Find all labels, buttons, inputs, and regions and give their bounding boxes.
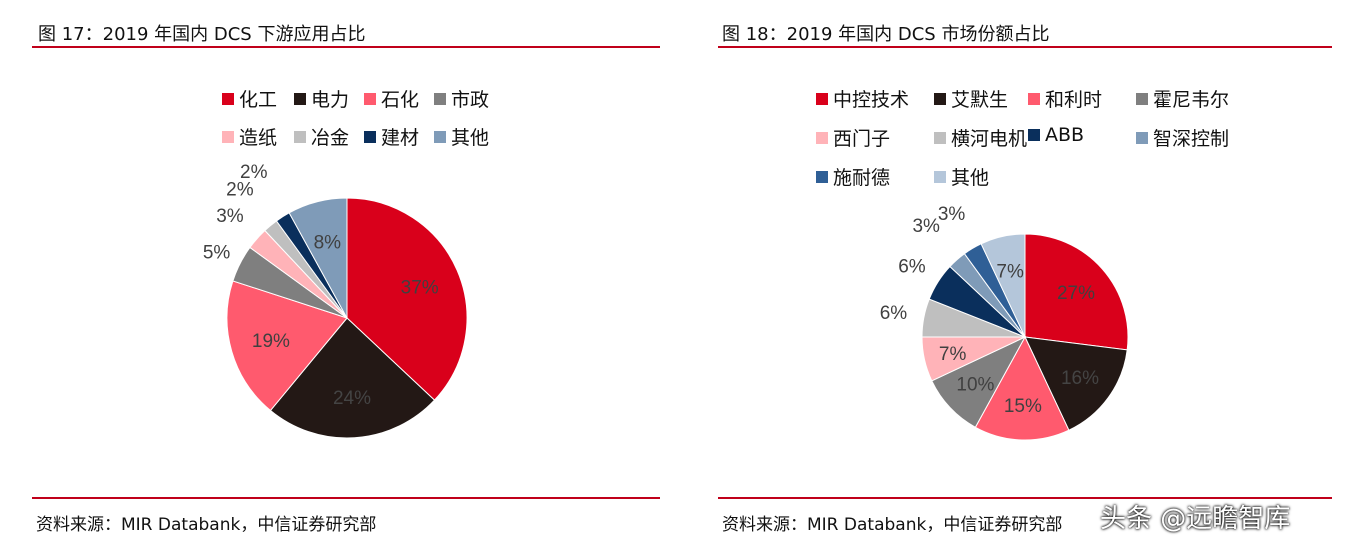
legend-label: 石化 bbox=[381, 89, 420, 111]
data-label: 3% bbox=[912, 216, 940, 237]
data-label: 16% bbox=[1061, 368, 1099, 389]
legend-item: ABB bbox=[1028, 124, 1084, 146]
pie-slice-其他 bbox=[288, 197, 348, 319]
data-label: 6% bbox=[880, 303, 908, 324]
legend-item: 市政 bbox=[434, 85, 489, 112]
legend-swatch bbox=[222, 92, 234, 105]
legend-swatch bbox=[1136, 92, 1148, 105]
data-label: 7% bbox=[939, 344, 967, 365]
data-label: 10% bbox=[956, 375, 994, 396]
data-label: 19% bbox=[252, 331, 290, 352]
legend-item: 和利时 bbox=[1028, 85, 1102, 112]
legend-swatch bbox=[816, 92, 828, 105]
legend-label: 霍尼韦尔 bbox=[1153, 89, 1230, 111]
pie-slice-电力 bbox=[269, 317, 436, 439]
legend-label: 冶金 bbox=[311, 127, 350, 149]
source-rule bbox=[32, 497, 660, 499]
legend-swatch bbox=[294, 92, 306, 105]
data-label: 15% bbox=[1004, 396, 1042, 417]
legend-swatch bbox=[1028, 129, 1040, 141]
legend-label: 其他 bbox=[451, 127, 490, 149]
pie-slice-艾默生 bbox=[1024, 336, 1128, 431]
legend-label: 横河电机 bbox=[951, 128, 1028, 150]
legend-swatch bbox=[1028, 92, 1040, 105]
watermark: 头条 @远瞻智库 bbox=[1100, 504, 1291, 534]
data-label: 2% bbox=[240, 162, 268, 183]
pie-slice-中控技术 bbox=[1024, 233, 1129, 351]
chart-panel-right: 图 18：2019 年国内 DCS 市场份额占比 中控技术 艾默生 和利时 霍尼韦尔西… bbox=[718, 0, 1332, 548]
legend-label: 艾默生 bbox=[951, 89, 1009, 111]
data-label: 5% bbox=[203, 243, 231, 264]
legend-item: 横河电机 bbox=[934, 124, 1027, 151]
legend-label: 电力 bbox=[311, 89, 350, 111]
legend-swatch bbox=[934, 170, 946, 183]
data-label: 37% bbox=[401, 278, 439, 299]
legend-swatch bbox=[816, 131, 828, 144]
legend-item: 施耐德 bbox=[816, 163, 890, 190]
legend-item: 造纸 bbox=[222, 123, 277, 150]
legend-item: 中控技术 bbox=[816, 85, 909, 112]
legend-item: 艾默生 bbox=[934, 85, 1008, 112]
legend-swatch bbox=[434, 92, 446, 105]
data-label: 3% bbox=[938, 204, 966, 225]
legend-label: 造纸 bbox=[239, 127, 278, 149]
chart-title: 图 17：2019 年国内 DCS 下游应用占比 bbox=[38, 24, 366, 45]
legend-item: 化工 bbox=[222, 85, 277, 112]
data-label: 6% bbox=[898, 256, 926, 277]
legend-swatch bbox=[816, 170, 828, 183]
legend-label: 和利时 bbox=[1045, 89, 1103, 111]
chart-title: 图 18：2019 年国内 DCS 市场份额占比 bbox=[722, 24, 1050, 45]
legend-item: 霍尼韦尔 bbox=[1136, 85, 1229, 112]
legend-label: 化工 bbox=[239, 89, 278, 111]
legend-swatch bbox=[934, 131, 946, 144]
data-label: 27% bbox=[1057, 283, 1095, 304]
legend-label: 施耐德 bbox=[833, 167, 891, 189]
legend-swatch bbox=[434, 130, 446, 143]
source-rule bbox=[718, 497, 1332, 499]
legend-item: 智深控制 bbox=[1136, 124, 1229, 151]
legend-swatch bbox=[934, 92, 946, 105]
legend-swatch bbox=[1136, 131, 1148, 144]
legend-swatch bbox=[364, 92, 376, 105]
data-label: 7% bbox=[996, 262, 1024, 283]
legend-item: 冶金 bbox=[294, 123, 349, 150]
chart-panel-left: 图 17：2019 年国内 DCS 下游应用占比 化工 电力 石化 市政造纸 冶金 建材 其… bbox=[32, 0, 660, 548]
pie-slice-和利时 bbox=[974, 335, 1070, 441]
legend-label: 市政 bbox=[451, 89, 490, 111]
pie-slice-化工 bbox=[346, 197, 468, 401]
legend-label: 中控技术 bbox=[833, 89, 910, 111]
legend-swatch bbox=[294, 130, 306, 143]
legend-swatch bbox=[222, 130, 234, 143]
pie-slice-其他 bbox=[980, 233, 1026, 338]
legend-item: 其他 bbox=[434, 123, 489, 150]
legend-item: 石化 bbox=[364, 85, 419, 112]
data-label: 3% bbox=[216, 206, 244, 227]
legend-label: 其他 bbox=[951, 167, 990, 189]
legend-item: 西门子 bbox=[816, 124, 890, 151]
legend-label: ABB bbox=[1045, 124, 1085, 146]
pie-slice-石化 bbox=[226, 280, 348, 412]
legend-label: 西门子 bbox=[833, 128, 891, 150]
source-note: 资料来源：MIR Databank，中信证券研究部 bbox=[722, 515, 1063, 535]
legend-label: 智深控制 bbox=[1153, 128, 1230, 150]
legend-label: 建材 bbox=[381, 127, 420, 149]
title-rule bbox=[32, 46, 660, 48]
data-label: 2% bbox=[226, 180, 254, 201]
legend-item: 建材 bbox=[364, 123, 419, 150]
source-note: 资料来源：MIR Databank，中信证券研究部 bbox=[36, 515, 377, 535]
legend-item: 其他 bbox=[934, 163, 989, 190]
legend-swatch bbox=[364, 130, 376, 143]
legend-item: 电力 bbox=[294, 85, 349, 112]
title-rule bbox=[718, 46, 1332, 48]
data-label: 8% bbox=[314, 232, 342, 253]
data-label: 24% bbox=[333, 388, 371, 409]
